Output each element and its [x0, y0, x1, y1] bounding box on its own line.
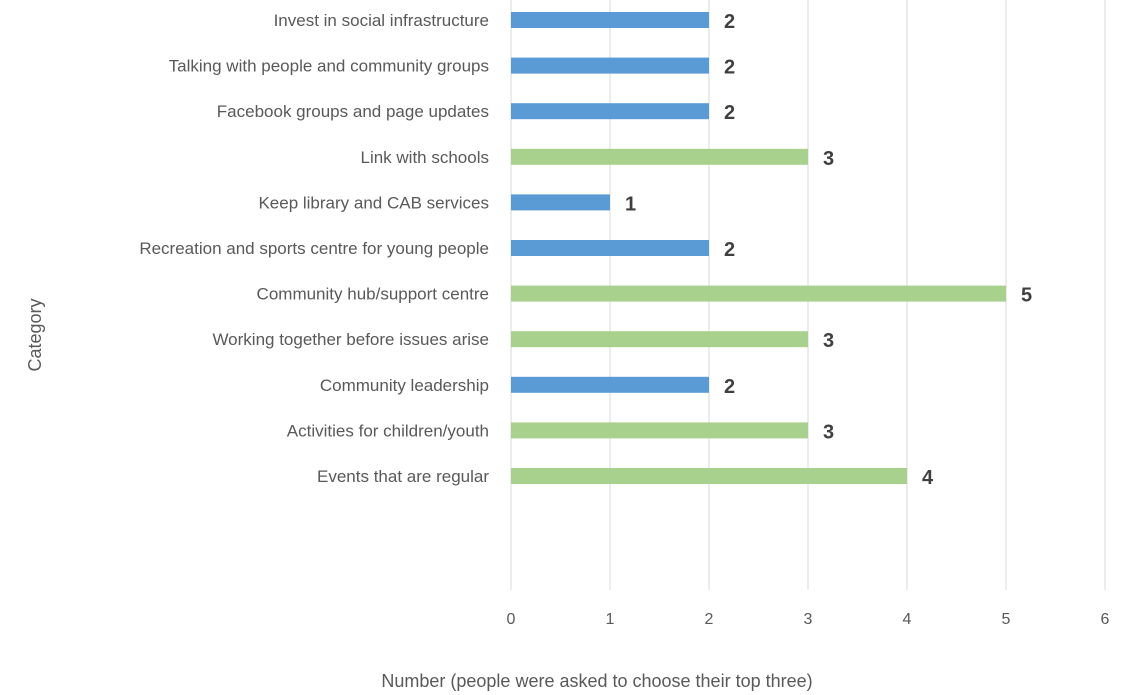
data-labels: 2 2 2 3 1 2 5 3 2 3 4: [625, 11, 1032, 489]
data-label: 2: [724, 102, 735, 124]
bar: [511, 12, 709, 28]
category-label: Community hub/support centre: [257, 285, 489, 304]
category-label: Facebook groups and page updates: [217, 102, 489, 121]
bar: [511, 103, 709, 120]
x-tick-label: 6: [1101, 611, 1110, 628]
data-label: 3: [823, 421, 834, 443]
bar: [511, 194, 610, 211]
bar: [511, 240, 709, 256]
x-tick-label: 1: [606, 611, 615, 628]
category-label: Working together before issues arise: [212, 330, 489, 349]
category-label: Invest in social infrastructure: [274, 11, 489, 30]
category-label: Community leadership: [320, 376, 489, 395]
bar: [511, 376, 709, 393]
x-tick-label: 4: [903, 611, 912, 628]
x-tick-label: 0: [507, 611, 516, 628]
bar: [511, 57, 709, 74]
bar: [511, 468, 907, 484]
y-axis-title: Category: [25, 298, 45, 371]
data-label: 2: [724, 376, 735, 398]
data-label: 2: [724, 57, 735, 79]
category-label: Talking with people and community groups: [169, 57, 489, 76]
data-label: 4: [922, 467, 934, 489]
category-label: Recreation and sports centre for young p…: [139, 239, 489, 258]
data-label: 3: [823, 330, 834, 352]
data-label: 2: [724, 239, 735, 261]
x-axis-title: Number (people were asked to choose thei…: [381, 671, 812, 691]
data-label: 1: [625, 193, 636, 215]
category-label: Activities for children/youth: [287, 421, 489, 440]
x-tick-label: 5: [1002, 611, 1011, 628]
bar: [511, 148, 808, 165]
data-label: 2: [724, 11, 735, 33]
bar: [511, 285, 1006, 302]
bar: [511, 422, 808, 439]
data-label: 3: [823, 148, 834, 170]
bar: [511, 331, 808, 348]
x-tick-label: 3: [804, 611, 813, 628]
x-tick-label: 2: [705, 611, 714, 628]
x-tick-labels: 0 1 2 3 4 5 6: [507, 611, 1110, 628]
data-label: 5: [1021, 285, 1032, 307]
category-label: Keep library and CAB services: [258, 193, 489, 212]
bars: [511, 12, 1006, 484]
category-label: Events that are regular: [317, 467, 489, 486]
category-labels: Invest in social infrastructure Talking w…: [139, 11, 489, 486]
category-label: Link with schools: [360, 148, 489, 167]
